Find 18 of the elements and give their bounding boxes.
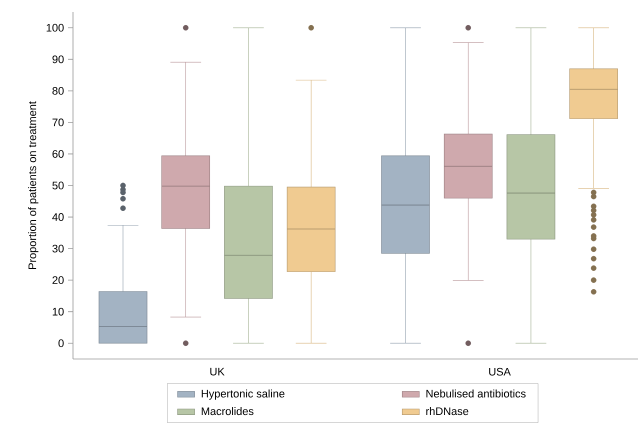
y-tick-label: 50: [52, 182, 64, 190]
legend-label: Hypertonic saline: [202, 389, 284, 400]
y-tick-label: 20: [52, 276, 64, 284]
y-tick-label: 0: [58, 339, 64, 348]
y-tick-label: 100: [46, 24, 64, 32]
x-tick-label: UK: [210, 368, 225, 376]
x-tick-label: USA: [489, 368, 511, 376]
y-tick-label: 40: [52, 213, 64, 221]
legend-label: Nebulised antibiotics: [426, 389, 526, 398]
y-tick-label: 60: [52, 150, 64, 158]
y-tick-label: 10: [52, 308, 64, 316]
y-axis-title: Proportion of patients on treatment: [28, 101, 38, 269]
y-tick-label: 70: [52, 118, 64, 126]
y-tick-label: 30: [52, 244, 64, 252]
legend-label: rhDNase: [426, 407, 468, 416]
y-tick-label: 90: [52, 55, 64, 64]
y-tick-label: 80: [52, 86, 64, 95]
legend-label: Macrolides: [202, 407, 254, 416]
